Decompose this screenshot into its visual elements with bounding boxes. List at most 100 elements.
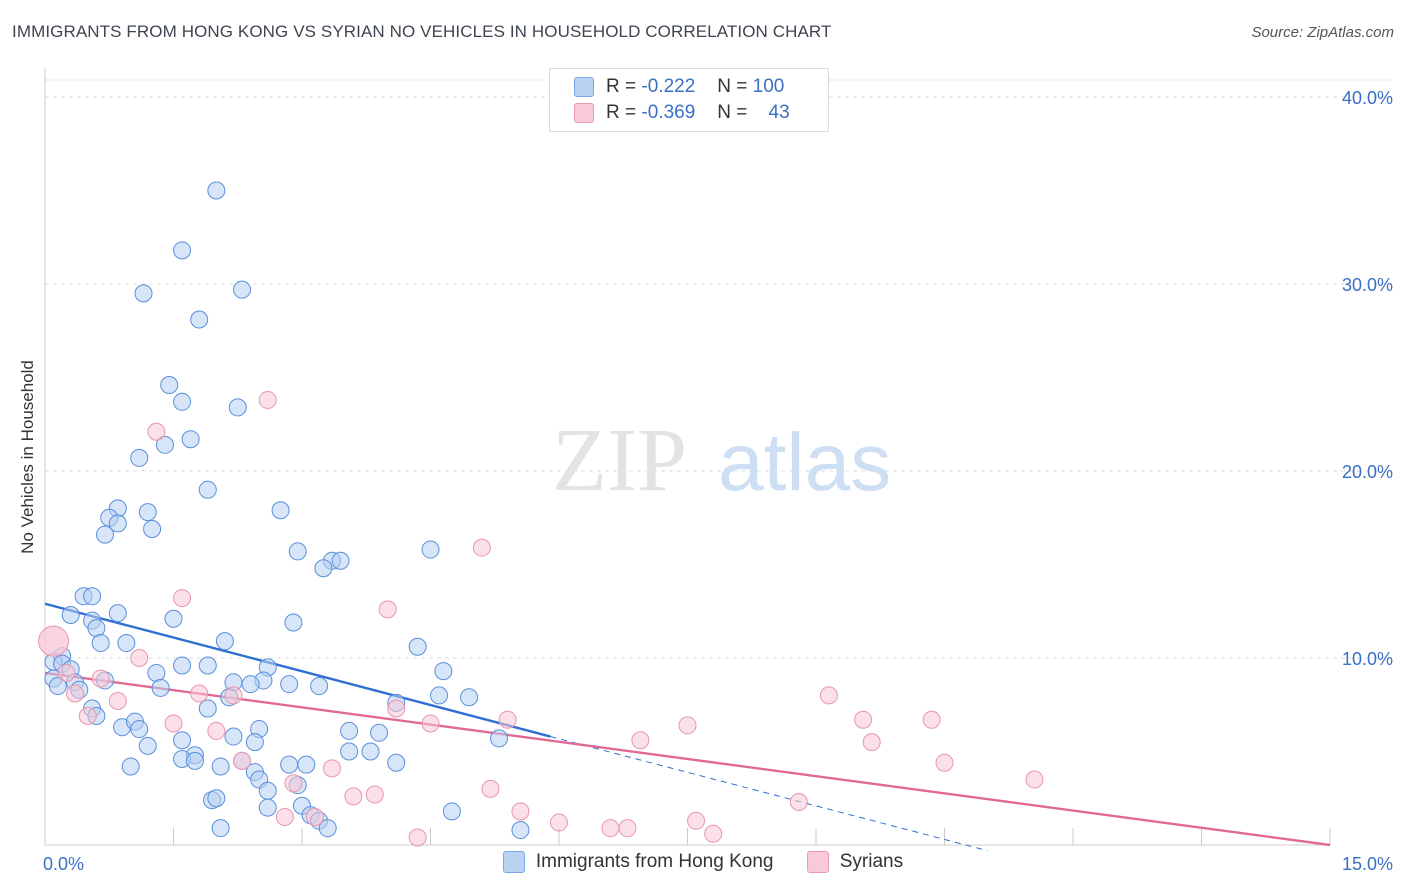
hong-kong-point: [160, 375, 179, 394]
axes: [44, 68, 1331, 846]
syrian-point: [631, 731, 650, 750]
hong-kong-point: [151, 678, 170, 697]
trend-line-syrians: [44, 671, 1331, 847]
n-value-syrians: 43: [768, 102, 790, 123]
syrian-point: [922, 710, 941, 729]
syrian-point: [687, 811, 706, 830]
syrian-point: [233, 751, 252, 770]
hong-kong-point: [48, 677, 67, 696]
hong-kong-point: [233, 280, 252, 299]
legend-label-syrians: Syrians: [839, 851, 904, 872]
hong-kong-point: [297, 755, 316, 774]
watermark-zip: ZIP: [552, 411, 687, 510]
hong-kong-point: [211, 757, 230, 776]
n-label: N =: [717, 102, 748, 123]
hong-kong-point: [340, 721, 359, 740]
syrian-point: [618, 819, 637, 838]
hong-kong-point: [288, 542, 307, 561]
r-value-syrians: -0.369: [641, 102, 696, 123]
hong-kong-point: [130, 448, 149, 467]
hong-kong-point: [280, 675, 299, 694]
chart-title: IMMIGRANTS FROM HONG KONG VS SYRIAN NO V…: [12, 22, 832, 41]
syrian-point: [305, 807, 324, 826]
syrian-point: [378, 600, 397, 619]
hong-kong-point: [117, 634, 136, 653]
legend-row-syrians: R = -0.369 N = 43: [574, 101, 790, 125]
hong-kong-point: [61, 605, 80, 624]
hong-kong-point: [258, 781, 277, 800]
syrian-point: [207, 721, 226, 740]
r-value-hong-kong: -0.222: [641, 76, 696, 97]
syrian-point: [481, 779, 500, 798]
hong-kong-point: [331, 551, 350, 570]
legend-label-hong-kong: Immigrants from Hong Kong: [535, 851, 774, 872]
syrian-point: [130, 649, 149, 667]
hong-kong-point: [215, 632, 234, 651]
series-legend: Immigrants from Hong Kong Syrians: [0, 851, 1406, 879]
syrian-point: [472, 538, 491, 557]
hong-kong-point: [271, 501, 290, 520]
hong-kong-point: [408, 637, 427, 656]
syrian-point: [224, 686, 243, 705]
hong-kong-point: [387, 753, 406, 772]
syrian-point: [38, 625, 70, 657]
hong-kong-point: [314, 559, 333, 578]
source-credit: Source: ZipAtlas.com: [1251, 24, 1394, 41]
syrian-point: [365, 785, 384, 804]
legend-swatch-syrians: [806, 851, 829, 873]
n-value-hong-kong: 100: [752, 76, 785, 97]
hong-kong-point: [83, 587, 102, 606]
trend-lines: [44, 602, 1331, 852]
hong-kong-point: [310, 677, 329, 696]
syrian-point: [408, 828, 427, 847]
hong-kong-point: [155, 435, 174, 454]
n-label: N =: [717, 76, 748, 97]
trend-line-hong-kong-extension: [550, 736, 988, 852]
watermark-atlas: atlas: [718, 417, 891, 508]
trend-line-hong-kong: [44, 602, 551, 738]
hong-kong-point: [228, 398, 247, 417]
syrian-point: [1025, 770, 1044, 789]
y-tick-label: 30.0%: [1342, 275, 1393, 295]
hong-kong-point: [460, 688, 479, 707]
hong-kong-point: [138, 503, 157, 522]
hong-kong-point: [442, 802, 461, 821]
y-tick-label: 20.0%: [1342, 462, 1393, 482]
syrian-point: [78, 706, 97, 725]
data-points: [38, 181, 1044, 847]
hong-kong-point: [318, 819, 337, 838]
legend-swatch-syrians: [574, 103, 594, 123]
hong-kong-point: [138, 736, 157, 755]
hong-kong-point: [211, 819, 230, 838]
hong-kong-point: [421, 540, 440, 559]
hong-kong-point: [207, 181, 226, 200]
syrian-point: [65, 684, 84, 703]
hong-kong-point: [134, 284, 153, 303]
hong-kong-point: [490, 729, 509, 748]
x-tick-label: 15.0%: [1342, 854, 1393, 874]
tick-labels: 10.0% 20.0% 30.0% 40.0% 0.0% 15.0%: [43, 88, 1393, 874]
syrian-point: [322, 759, 341, 778]
y-axis-label: No Vehicles in Household: [18, 360, 37, 554]
legend-row-hong-kong: R = -0.222 N = 100: [574, 75, 784, 99]
syrian-point: [275, 807, 294, 826]
hong-kong-point: [258, 798, 277, 817]
hong-kong-point: [207, 789, 226, 808]
r-label: R =: [606, 102, 637, 123]
hong-kong-point: [284, 613, 303, 632]
syrian-point: [387, 699, 406, 718]
hong-kong-point: [198, 480, 217, 499]
hong-kong-point: [87, 619, 106, 638]
hong-kong-point: [370, 723, 389, 742]
hong-kong-point: [173, 241, 192, 260]
legend-swatch-hong-kong: [574, 77, 594, 97]
hong-kong-point: [130, 720, 149, 739]
hong-kong-point: [91, 634, 110, 653]
hong-kong-point: [340, 742, 359, 761]
y-tick-label: 10.0%: [1342, 649, 1393, 669]
hong-kong-point: [143, 519, 162, 538]
hong-kong-point: [173, 656, 192, 675]
syrian-point: [173, 589, 192, 608]
syrian-point: [601, 819, 620, 838]
